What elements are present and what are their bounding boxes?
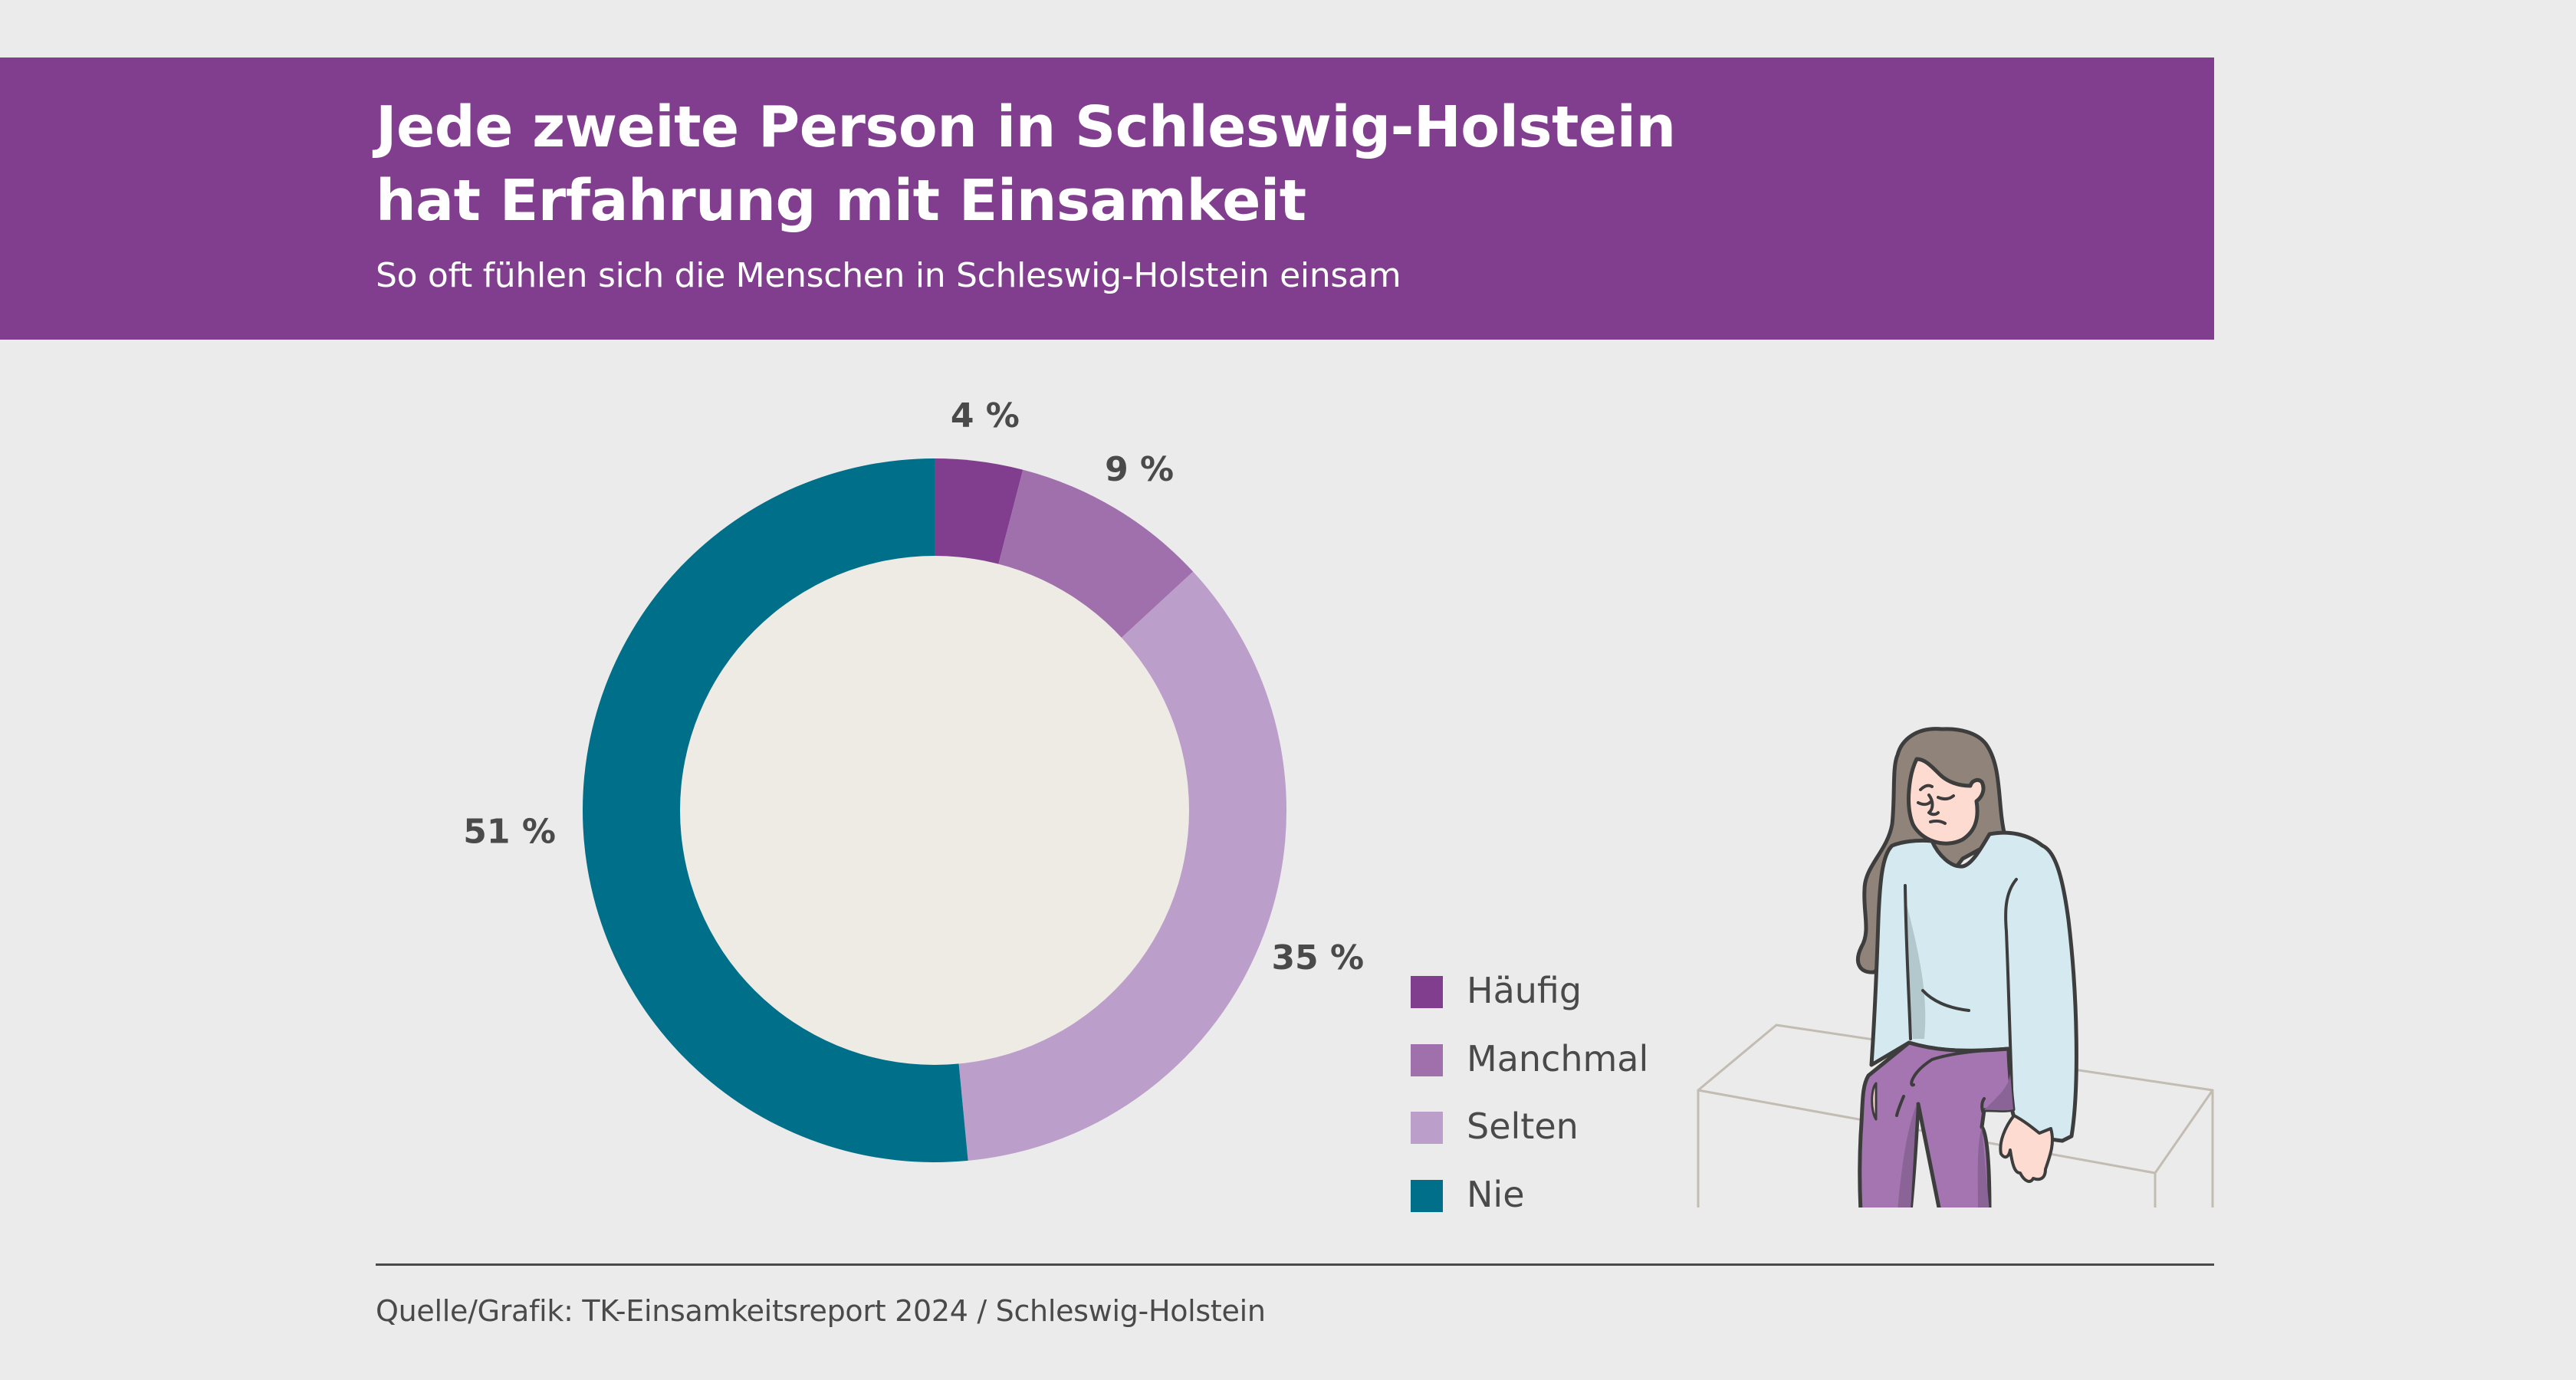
donut-labels: 4 % 9 % 35 % 51 % <box>463 396 1364 978</box>
legend-swatch <box>1411 1112 1443 1144</box>
header-band <box>0 58 2214 340</box>
chart-title-line-1: Jede zweite Person in Schleswig-Holstein <box>376 94 1676 160</box>
legend-label: Selten <box>1467 1106 1579 1147</box>
value-label-manchmal: 9 % <box>1105 450 1174 489</box>
chart-title: Jede zweite Person in Schleswig-Holstein… <box>376 90 1676 238</box>
footer-divider <box>376 1263 2214 1266</box>
legend-swatch <box>1411 1179 1443 1212</box>
value-label-haeufig: 4 % <box>951 396 1020 435</box>
value-label-selten: 35 % <box>1271 938 1364 978</box>
legend-swatch <box>1411 1043 1443 1076</box>
legend-swatch <box>1411 976 1443 1008</box>
chart-title-line-2: hat Erfahrung mit Einsamkeit <box>376 168 1306 234</box>
legend-label: Häufig <box>1467 970 1582 1011</box>
legend-label: Manchmal <box>1467 1037 1649 1079</box>
value-label-nie: 51 % <box>463 812 556 851</box>
chart-subtitle: So oft fühlen sich die Menschen in Schle… <box>376 256 1401 295</box>
source-note: Quelle/Grafik: TK-Einsamkeitsreport 2024… <box>376 1294 1266 1328</box>
legend-label: Nie <box>1467 1173 1525 1215</box>
donut-center <box>680 556 1189 1065</box>
